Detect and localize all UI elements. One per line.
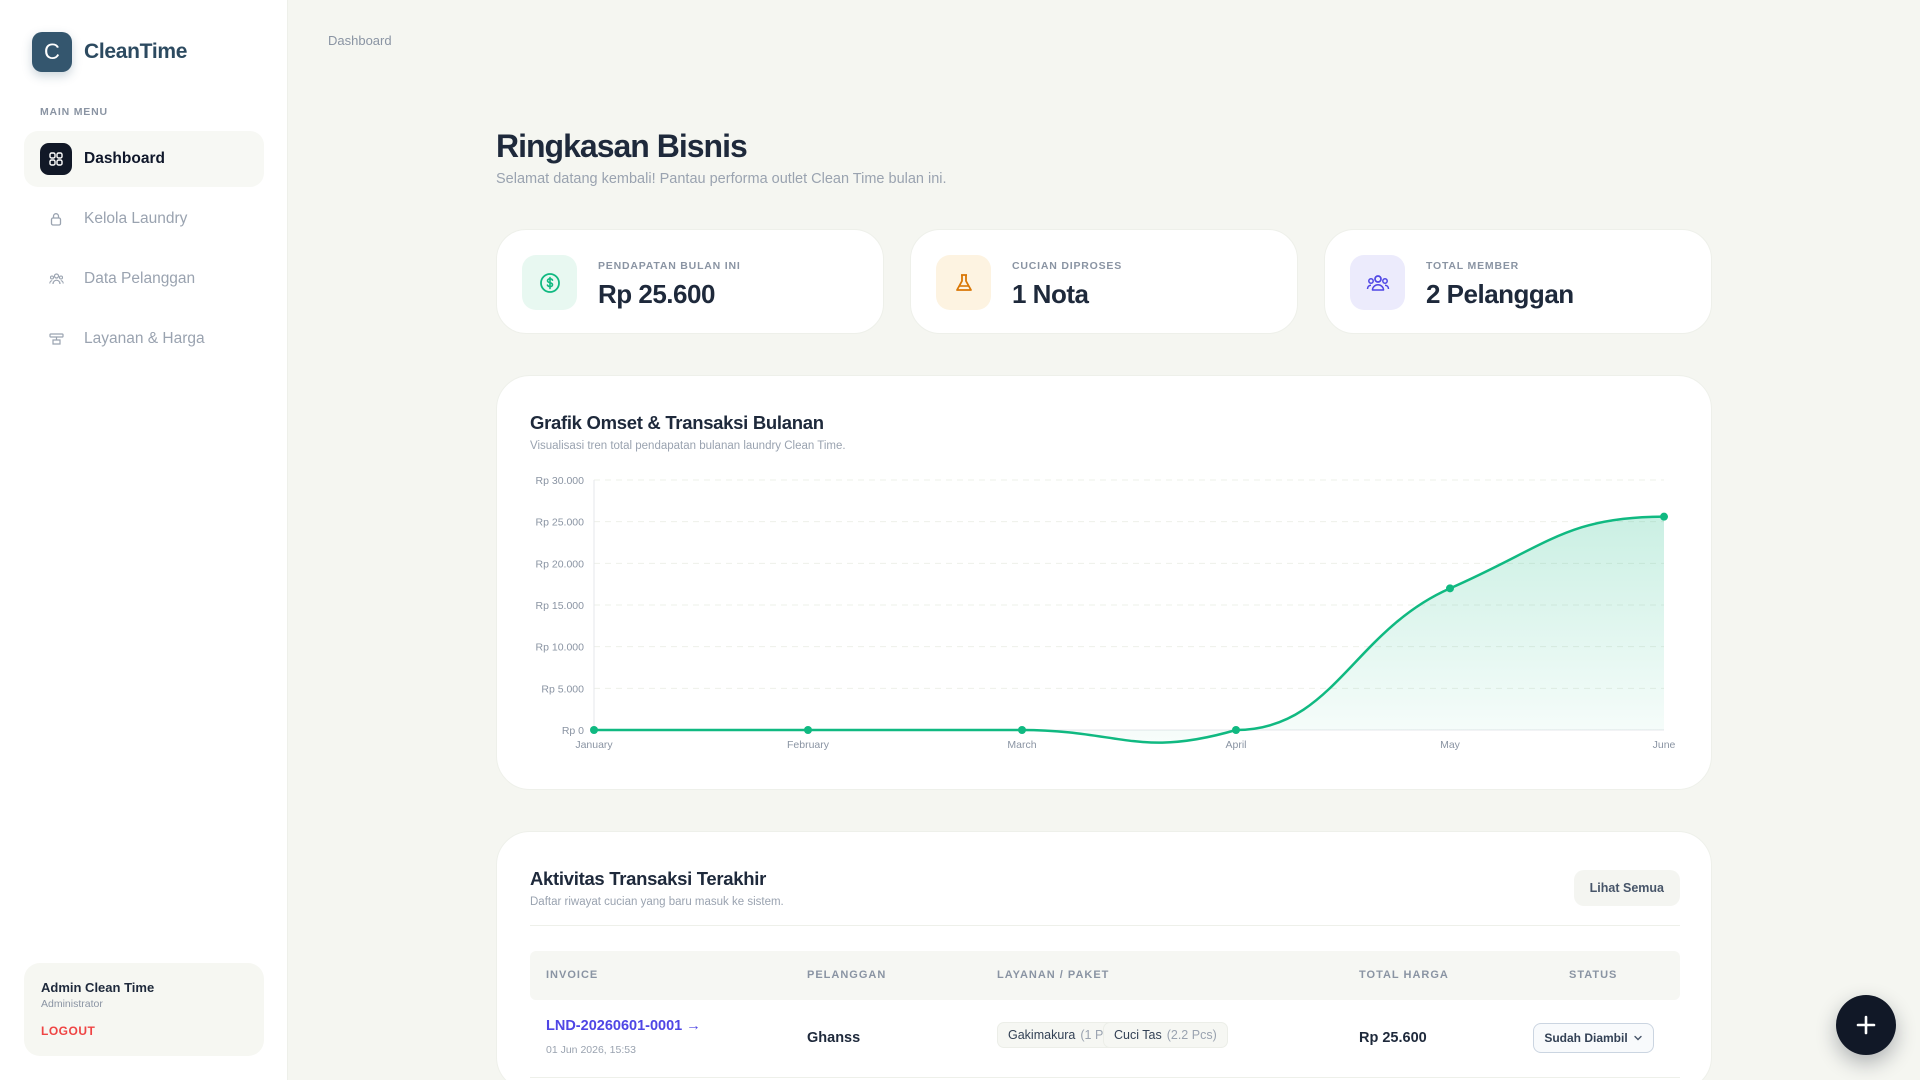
sidebar: C CleanTime MAIN MENU Dashboard Kelola L… (0, 0, 288, 1080)
grid-icon (40, 143, 72, 175)
x-tick-label: March (1007, 739, 1036, 751)
y-tick-label: Rp 5.000 (541, 683, 584, 695)
status-dropdown[interactable]: Sudah Diambil (1533, 1023, 1654, 1053)
x-tick-label: February (787, 739, 830, 751)
stat-value: 2 Pelanggan (1426, 279, 1574, 309)
dollar-icon (522, 255, 577, 310)
logout-button[interactable]: LOGOUT (41, 1024, 96, 1038)
status-label: Sudah Diambil (1544, 1031, 1628, 1045)
service-qty: (2.2 Pcs) (1166, 1028, 1217, 1042)
x-tick-label: May (1440, 739, 1461, 751)
y-tick-label: Rp 15.000 (536, 600, 585, 612)
y-tick-label: Rp 30.000 (536, 475, 585, 487)
x-tick-label: April (1225, 739, 1246, 751)
page-subtitle: Selamat datang kembali! Pantau performa … (496, 171, 947, 187)
sidebar-item-layanan-harga[interactable]: Layanan & Harga (24, 311, 264, 367)
arrow-right-icon: → (686, 1018, 701, 1034)
data-point (1232, 726, 1240, 734)
customer-name: Ghanss (807, 1030, 861, 1046)
user-role: Administrator (41, 998, 103, 1010)
invoice-number: LND-20260601-0001 (546, 1018, 683, 1034)
transactions-subtitle: Daftar riwayat cucian yang baru masuk ke… (530, 896, 784, 908)
sidebar-nav: Dashboard Kelola Laundry Data Pelanggan … (24, 131, 264, 371)
stat-value: Rp 25.600 (598, 279, 715, 309)
sidebar-item-label: Layanan & Harga (84, 330, 205, 347)
sidebar-item-kelola-laundry[interactable]: Kelola Laundry (24, 191, 264, 247)
brand-name: CleanTime (84, 40, 188, 63)
flask-icon (936, 255, 991, 310)
sidebar-item-label: Data Pelanggan (84, 270, 196, 287)
user-name: Admin Clean Time (41, 980, 155, 995)
sidebar-item-label: Dashboard (84, 150, 165, 167)
column-header-customer[interactable]: PELANGGAN (807, 969, 887, 981)
brand-logo: C (32, 32, 72, 72)
divider (530, 925, 1680, 926)
data-point (1018, 726, 1026, 734)
transactions-card: Aktivitas Transaksi Terakhir Daftar riwa… (496, 831, 1712, 1080)
data-point (1660, 512, 1668, 521)
brand[interactable]: C CleanTime (32, 32, 187, 72)
y-tick-label: Rp 0 (562, 725, 584, 737)
stat-card-members: TOTAL MEMBER 2 Pelanggan (1324, 229, 1712, 334)
y-tick-label: Rp 10.000 (536, 642, 585, 654)
sidebar-item-data-pelanggan[interactable]: Data Pelanggan (24, 251, 264, 307)
members-icon (1350, 255, 1405, 310)
x-tick-label: June (1653, 739, 1676, 751)
stat-value: 1 Nota (1012, 279, 1089, 309)
column-header-total[interactable]: TOTAL HARGA (1359, 969, 1449, 981)
service-name: Gakimakura (1008, 1028, 1076, 1042)
stat-card-revenue: PENDAPATAN BULAN INI Rp 25.600 (496, 229, 884, 334)
data-point (1446, 584, 1454, 593)
revenue-chart-card: Grafik Omset & Transaksi Bulanan Visuali… (496, 375, 1712, 790)
total-price: Rp 25.600 (1359, 1030, 1427, 1046)
revenue-area-chart[interactable]: Rp 0 Rp 5.000 Rp 10.000 Rp 15.000 Rp 20.000 R… (497, 376, 1713, 791)
service-name: Cuci Tas (1114, 1028, 1162, 1042)
chart-subtitle: Visualisasi tren total pendapatan bulana… (530, 440, 846, 452)
column-header-service[interactable]: LAYANAN / PAKET (997, 969, 1110, 981)
data-point (590, 726, 598, 734)
y-tick-label: Rp 20.000 (536, 558, 585, 570)
x-tick-label: January (575, 739, 613, 751)
y-tick-label: Rp 25.000 (536, 517, 585, 529)
price-tag-icon (40, 323, 72, 355)
chevron-down-icon (1633, 1035, 1642, 1041)
column-header-invoice[interactable]: INVOICE (546, 969, 599, 981)
users-icon (40, 263, 72, 295)
breadcrumb[interactable]: Dashboard (328, 33, 392, 48)
invoice-link[interactable]: LND-20260601-0001 → (546, 1018, 701, 1034)
sidebar-item-dashboard[interactable]: Dashboard (24, 131, 264, 187)
plus-icon (1856, 1015, 1876, 1035)
stat-label: TOTAL MEMBER (1426, 260, 1520, 272)
transactions-title: Aktivitas Transaksi Terakhir (530, 868, 766, 889)
page-title: Ringkasan Bisnis (496, 128, 748, 164)
table-header: INVOICE PELANGGAN LAYANAN / PAKET TOTAL … (530, 951, 1680, 1000)
sidebar-item-label: Kelola Laundry (84, 210, 188, 227)
chart-title: Grafik Omset & Transaksi Bulanan (530, 412, 824, 433)
add-button[interactable] (1836, 995, 1896, 1055)
view-all-button[interactable]: Lihat Semua (1573, 870, 1680, 906)
stat-label: PENDAPATAN BULAN INI (598, 260, 741, 272)
column-header-status[interactable]: STATUS (1569, 969, 1618, 981)
revenue-line (593, 515, 1665, 744)
stat-label: CUCIAN DIPROSES (1012, 260, 1123, 272)
data-point (804, 726, 812, 734)
area-fill (594, 516, 1664, 743)
stat-card-processing: CUCIAN DIPROSES 1 Nota (910, 229, 1298, 334)
menu-section-label: MAIN MENU (40, 106, 108, 118)
lock-icon (40, 203, 72, 235)
invoice-date: 01 Jun 2026, 15:53 (546, 1044, 636, 1056)
user-card: Admin Clean Time Administrator LOGOUT (24, 963, 264, 1056)
table-row[interactable]: LND-20260601-0001 → 01 Jun 2026, 15:53 G… (530, 1000, 1680, 1078)
service-chip: Cuci Tas (2.2 Pcs) (1103, 1022, 1228, 1048)
